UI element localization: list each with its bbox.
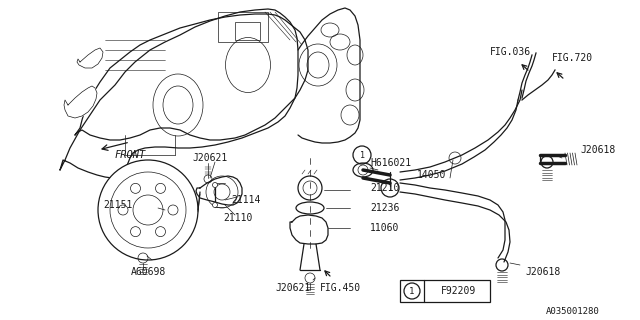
- Text: H616021: H616021: [370, 158, 411, 168]
- Text: FIG.720: FIG.720: [552, 53, 593, 63]
- Text: 21210: 21210: [370, 183, 399, 193]
- Text: 11060: 11060: [370, 223, 399, 233]
- Text: J20621: J20621: [275, 283, 310, 293]
- Text: 21114: 21114: [231, 195, 260, 205]
- Polygon shape: [60, 9, 298, 178]
- Text: 1: 1: [360, 150, 365, 159]
- Text: 1: 1: [387, 183, 392, 193]
- Text: 21236: 21236: [370, 203, 399, 213]
- Text: J20621: J20621: [193, 153, 228, 163]
- Polygon shape: [75, 14, 308, 140]
- Text: F92209: F92209: [440, 286, 476, 296]
- Text: J20618: J20618: [525, 267, 560, 277]
- Circle shape: [212, 203, 218, 207]
- Text: A60698: A60698: [131, 267, 166, 277]
- Polygon shape: [196, 176, 242, 205]
- Text: FIG.450: FIG.450: [319, 283, 360, 293]
- Bar: [235, 22, 260, 40]
- Circle shape: [212, 182, 218, 188]
- Text: J20618: J20618: [580, 145, 615, 155]
- Text: FRONT: FRONT: [115, 150, 146, 160]
- Polygon shape: [64, 86, 97, 118]
- Text: 21110: 21110: [223, 213, 253, 223]
- Polygon shape: [77, 48, 103, 68]
- Text: 1: 1: [410, 286, 415, 295]
- Text: FIG.036: FIG.036: [490, 47, 531, 57]
- Text: A035001280: A035001280: [547, 308, 600, 316]
- Polygon shape: [298, 8, 360, 143]
- Bar: [218, 12, 268, 42]
- Circle shape: [98, 160, 198, 260]
- Text: 21151: 21151: [103, 200, 132, 210]
- Text: 14050: 14050: [417, 170, 447, 180]
- Polygon shape: [290, 215, 328, 244]
- Bar: [400, 280, 490, 302]
